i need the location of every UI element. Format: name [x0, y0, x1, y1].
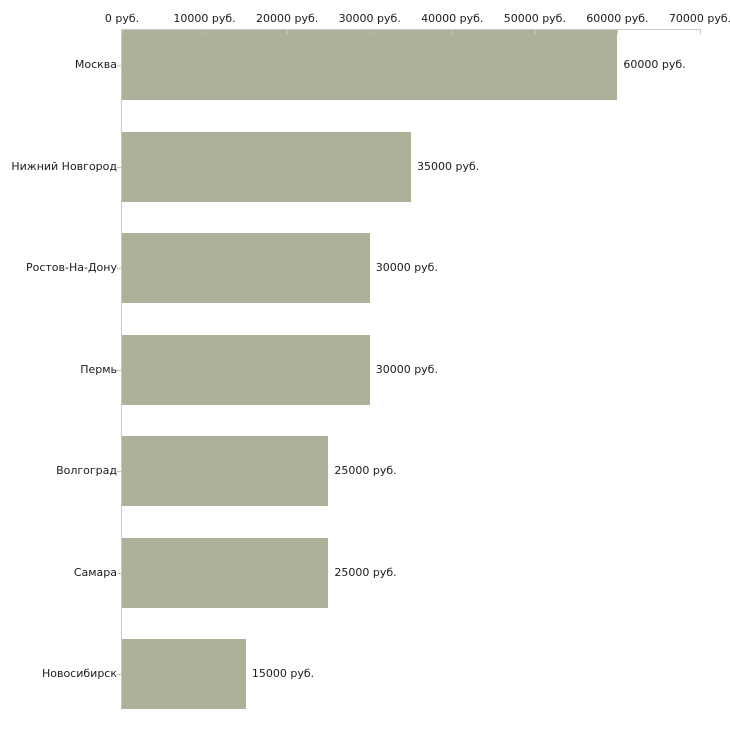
- value-label: 25000 руб.: [334, 464, 397, 477]
- x-axis-tick-mark: [369, 30, 371, 34]
- value-label: 25000 руб.: [334, 565, 397, 579]
- category-tick-mark: [117, 471, 122, 472]
- x-axis-tick-label: 30000 руб.: [338, 12, 401, 25]
- category-tick-mark: [117, 268, 122, 269]
- x-axis-tick-mark: [287, 30, 289, 34]
- x-axis-tick-mark: [534, 30, 536, 34]
- x-axis-tick-mark: [700, 30, 701, 34]
- category-label: Ростов-На-Дону: [25, 261, 117, 274]
- value-label: 60000 руб.: [623, 58, 686, 71]
- value-label: 30000 руб.: [375, 261, 438, 274]
- bar: [122, 30, 618, 100]
- bar: [122, 436, 329, 506]
- category-tick-mark: [117, 674, 122, 675]
- x-axis-tick-mark: [452, 30, 454, 34]
- value-label: 15000 руб.: [251, 667, 315, 680]
- x-axis-tick-label: 10000 руб.: [173, 12, 236, 25]
- bar: [122, 537, 329, 608]
- bar: [122, 233, 370, 303]
- x-axis-tick-mark: [122, 30, 123, 34]
- bar: [122, 131, 411, 202]
- category-label: Самара: [73, 565, 117, 579]
- category-tick-mark: [117, 65, 122, 66]
- x-axis-tick-label: 60000 руб.: [586, 12, 649, 25]
- category-label: Волгоград: [56, 464, 117, 477]
- category-tick-mark: [117, 572, 122, 574]
- x-axis-tick-label: 70000 руб.: [668, 12, 730, 25]
- x-axis-tick-label: 20000 руб.: [256, 12, 319, 25]
- x-axis-tick-label: 40000 руб.: [421, 12, 484, 25]
- category-label: Новосибирск: [41, 667, 117, 680]
- category-tick-mark: [117, 166, 122, 168]
- value-label: 35000 руб.: [417, 159, 480, 173]
- x-axis-tick-mark: [617, 30, 619, 34]
- x-axis-tick-mark: [204, 30, 206, 34]
- x-axis-line: [122, 29, 701, 30]
- category-label: Москва: [74, 58, 117, 71]
- x-axis-tick-label: 50000 руб.: [503, 12, 566, 25]
- bar: [122, 334, 370, 405]
- x-axis-tick-label: 0 руб.: [104, 12, 140, 25]
- bar: [122, 639, 246, 709]
- category-tick-mark: [117, 369, 122, 371]
- category-label: Нижний Новгород: [11, 159, 117, 173]
- category-label: Пермь: [80, 362, 117, 376]
- value-label: 30000 руб.: [375, 362, 438, 376]
